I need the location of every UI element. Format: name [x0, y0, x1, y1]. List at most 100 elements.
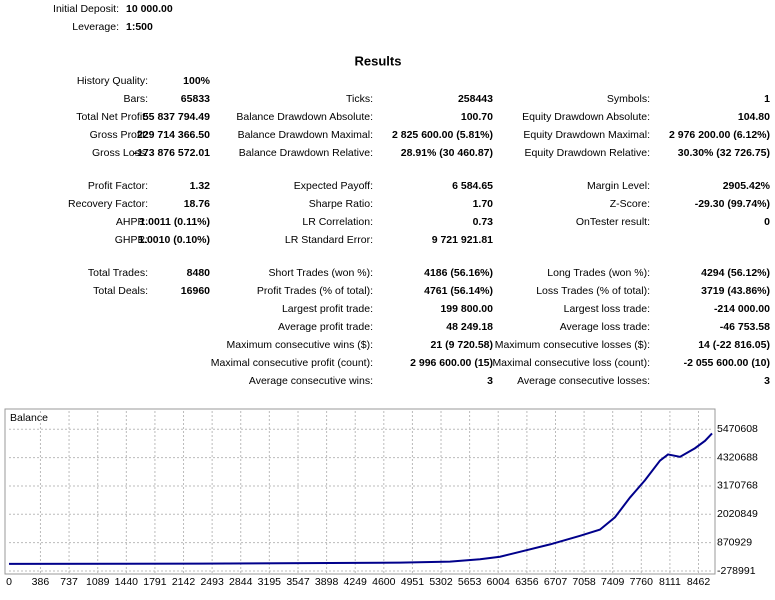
label: Profit Factor: [88, 180, 148, 192]
label: Balance Drawdown Relative: [239, 147, 373, 159]
x-tick-label: 8111 [659, 576, 681, 588]
label: LR Standard Error: [285, 234, 373, 246]
label: Profit Trades (% of total): [257, 285, 373, 297]
value: 30.30% (32 726.75) [678, 147, 770, 159]
value: 4294 (56.12%) [701, 267, 770, 279]
label: GHPR: [115, 234, 148, 246]
value: -29.30 (99.74%) [695, 198, 770, 210]
label: Expected Payoff: [294, 180, 373, 192]
value: -173 876 572.01 [134, 147, 211, 159]
label: Average profit trade: [278, 321, 373, 333]
label: Average consecutive losses: [517, 375, 650, 387]
y-tick-label: 3170768 [717, 480, 758, 492]
label: Leverage: [72, 21, 119, 33]
value: 28.91% (30 460.87) [401, 147, 493, 159]
x-tick-label: 2493 [200, 576, 224, 588]
label: Gross Loss: [92, 147, 148, 159]
value: 2 825 600.00 (5.81%) [392, 129, 493, 141]
value: 1.0011 (0.11%) [139, 216, 210, 228]
label: Largest loss trade: [564, 303, 650, 315]
chart-frame [4, 408, 716, 575]
x-tick-label: 4249 [344, 576, 368, 588]
value: 100.70 [461, 111, 493, 123]
label: Bars: [123, 93, 148, 105]
value: 18.76 [184, 198, 210, 210]
x-tick-label: 386 [32, 576, 50, 588]
label: Average loss trade: [560, 321, 650, 333]
value: 0.73 [473, 216, 494, 228]
x-tick-label: 737 [60, 576, 78, 588]
label: OnTester result: [576, 216, 650, 228]
label: Balance Drawdown Absolute: [236, 111, 373, 123]
label: Z-Score: [610, 198, 650, 210]
value: 16960 [181, 285, 210, 297]
value: 0 [764, 216, 770, 228]
value: 199 800.00 [440, 303, 493, 315]
x-tick-label: 5302 [429, 576, 453, 588]
label: Maximal consecutive profit (count): [211, 357, 373, 369]
section-title: Results [355, 53, 402, 68]
label: Equity Drawdown Relative: [525, 147, 650, 159]
x-tick-label: 8462 [687, 576, 711, 588]
value: 1.32 [190, 180, 211, 192]
label: Average consecutive wins: [249, 375, 373, 387]
label: Long Trades (won %): [547, 267, 650, 279]
x-tick-label: 2142 [172, 576, 196, 588]
x-tick-label: 3195 [258, 576, 282, 588]
x-tick-label: 7058 [572, 576, 596, 588]
x-tick-label: 5653 [458, 576, 482, 588]
label: Sharpe Ratio: [309, 198, 373, 210]
label: Short Trades (won %): [269, 267, 373, 279]
y-tick-label: 870929 [717, 536, 752, 548]
value: 9 721 921.81 [432, 234, 493, 246]
value: 1 [764, 93, 770, 105]
value: 100% [183, 75, 211, 87]
y-tick-label: -278991 [717, 565, 756, 577]
y-tick-label: 2020849 [717, 508, 758, 520]
value: 10 000.00 [126, 3, 173, 15]
label: Gross Profit: [90, 129, 148, 141]
x-tick-label: 7409 [601, 576, 625, 588]
value: 3719 (43.86%) [701, 285, 770, 297]
x-tick-label: 1089 [86, 576, 110, 588]
value: 14 (-22 816.05) [698, 339, 770, 351]
value: 104.80 [738, 111, 770, 123]
label: AHPR: [116, 216, 148, 228]
label: Margin Level: [587, 180, 650, 192]
value: 48 249.18 [446, 321, 493, 333]
value: 21 (9 720.58) [431, 339, 493, 351]
x-tick-label: 4600 [372, 576, 396, 588]
value: 1.0010 (0.10%) [138, 234, 210, 246]
x-tick-label: 6707 [544, 576, 568, 588]
value: 258443 [458, 93, 493, 105]
value: 1.70 [473, 198, 494, 210]
x-tick-label: 1791 [143, 576, 167, 588]
label: Equity Drawdown Absolute: [522, 111, 650, 123]
value: -214 000.00 [714, 303, 770, 315]
label: Total Deals: [93, 285, 148, 297]
x-tick-label: 7760 [630, 576, 654, 588]
value: 4761 (56.14%) [424, 285, 493, 297]
label: History Quality: [77, 75, 148, 87]
value: 4186 (56.16%) [424, 267, 493, 279]
value: 2 996 600.00 (15) [410, 357, 493, 369]
value: 2 976 200.00 (6.12%) [669, 129, 770, 141]
x-tick-label: 3547 [286, 576, 310, 588]
x-tick-label: 3898 [315, 576, 339, 588]
x-tick-label: 1440 [115, 576, 139, 588]
value: 8480 [187, 267, 211, 279]
x-tick-label: 2844 [229, 576, 253, 588]
label: Total Net Profit: [76, 111, 148, 123]
label: Loss Trades (% of total): [536, 285, 650, 297]
label: Symbols: [607, 93, 650, 105]
value: 229 714 366.50 [137, 129, 210, 141]
label: Maximum consecutive losses ($): [495, 339, 650, 351]
value: 1:500 [126, 21, 153, 33]
value: 3 [487, 375, 493, 387]
x-tick-label: 6356 [515, 576, 539, 588]
x-tick-label: 6004 [487, 576, 511, 588]
balance-line [8, 432, 713, 565]
label: Initial Deposit: [53, 3, 119, 15]
label: Ticks: [346, 93, 373, 105]
